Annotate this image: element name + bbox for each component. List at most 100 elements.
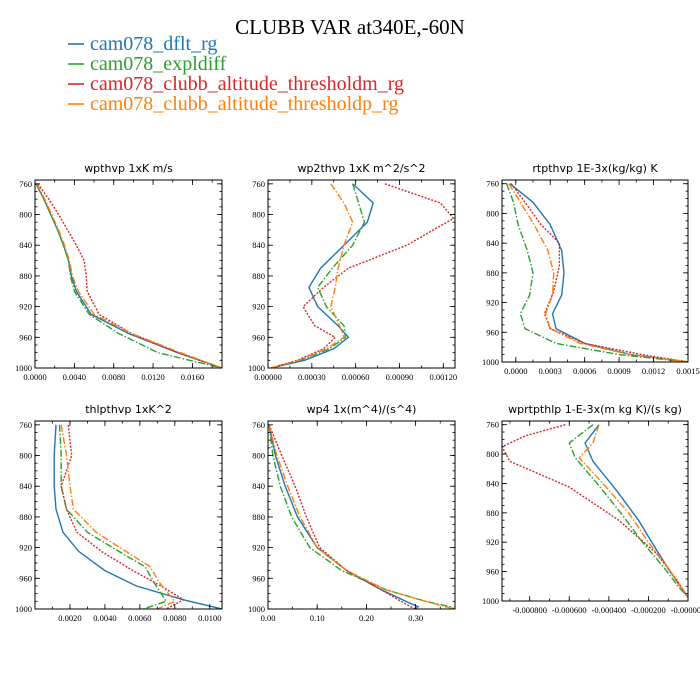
y-tick-label: 1000 xyxy=(15,363,32,373)
y-tick-label: 920 xyxy=(252,543,265,553)
series-line xyxy=(508,183,688,362)
series-line xyxy=(268,424,416,609)
panel-title: wp4 1x(m^4)/(s^4) xyxy=(307,403,417,416)
x-tick-label: 0.00 xyxy=(261,613,276,623)
series-line xyxy=(58,424,168,609)
panel-title: wprtpthlp 1-E-3x(m kg K)/(s kg) xyxy=(508,403,682,416)
x-tick-label: 0.00030 xyxy=(298,372,326,382)
y-tick-label: 1000 xyxy=(248,604,265,614)
series-line xyxy=(502,424,688,598)
panel: thlpthvp 1xK^2 760 800 840 880 920 960 1000 0.00… xyxy=(15,403,223,623)
series-line xyxy=(578,424,688,598)
panel-title: wp2thvp 1xK m^2/s^2 xyxy=(297,162,425,175)
legend-entry: cam078_clubb_altitude_thresholdm_rg xyxy=(68,73,404,95)
x-tick-label: 0.0060 xyxy=(128,613,151,623)
y-tick-label: 800 xyxy=(486,449,499,459)
series-line xyxy=(37,183,222,368)
x-tick-label: 0.30 xyxy=(408,613,423,623)
series-line xyxy=(268,424,420,609)
y-tick-label: 760 xyxy=(486,179,499,189)
y-tick-label: 880 xyxy=(252,512,265,522)
series-group xyxy=(35,183,222,368)
y-tick-label: 920 xyxy=(19,302,32,312)
series-line xyxy=(60,424,186,609)
y-tick-label: 920 xyxy=(19,543,32,553)
x-tick-label: 0.0000 xyxy=(504,366,527,376)
series-line xyxy=(270,183,354,368)
plot-frame xyxy=(34,420,223,610)
figure-title: CLUBB VAR at340E,-60N xyxy=(235,15,465,39)
y-tick-label: 760 xyxy=(19,179,32,189)
legend: cam078_dflt_rgcam078_expldiffcam078_club… xyxy=(68,33,404,115)
legend-entry: cam078_dflt_rg xyxy=(68,33,217,55)
y-tick-label: 960 xyxy=(486,567,499,577)
x-tick-label: 0.20 xyxy=(359,613,374,623)
y-tick-label: 960 xyxy=(252,332,265,342)
y-tick-label: 760 xyxy=(252,179,265,189)
x-tick-label: 0.00060 xyxy=(342,372,370,382)
y-tick-label: 800 xyxy=(19,451,32,461)
legend-label: cam078_expldiff xyxy=(90,53,227,75)
x-tick-label: -0.000800 xyxy=(512,605,547,615)
y-tick-label: 1000 xyxy=(482,596,499,606)
legend-entry: cam078_expldiff xyxy=(68,53,227,75)
y-tick-label: 1000 xyxy=(248,363,265,373)
y-tick-label: 840 xyxy=(252,481,265,491)
y-tick-label: 840 xyxy=(19,481,32,491)
x-tick-label: 0.0040 xyxy=(63,372,86,382)
series-line xyxy=(60,424,176,609)
x-tick-label: -0.000400 xyxy=(591,605,626,615)
x-tick-label: 0.0100 xyxy=(198,613,221,623)
panel-title: wpthvp 1xK m/s xyxy=(84,162,173,175)
y-tick-label: 760 xyxy=(252,420,265,430)
y-tick-label: 880 xyxy=(19,271,32,281)
y-tick-label: 1000 xyxy=(15,604,32,614)
series-line xyxy=(35,183,222,368)
y-tick-label: 960 xyxy=(19,332,32,342)
plot-frame xyxy=(267,179,456,369)
x-tick-label: -0.000200 xyxy=(631,605,666,615)
series-group xyxy=(53,424,222,609)
panel-title: rtpthvp 1E-3x(kg/kg) K xyxy=(532,162,658,175)
y-tick-label: 800 xyxy=(252,210,265,220)
y-tick-label: 840 xyxy=(19,240,32,250)
x-tick-label: 0.0160 xyxy=(181,372,204,382)
plot-frame xyxy=(501,420,689,602)
panel-title: thlpthvp 1xK^2 xyxy=(85,403,172,416)
series-line xyxy=(270,183,455,368)
y-tick-label: 760 xyxy=(486,420,499,430)
x-tick-label: -0.000600 xyxy=(552,605,587,615)
legend-label: cam078_dflt_rg xyxy=(90,33,217,55)
series-line xyxy=(35,183,222,368)
x-tick-label: 0.0012 xyxy=(642,366,665,376)
series-line xyxy=(268,424,455,609)
y-tick-label: 840 xyxy=(486,238,499,248)
x-tick-label: 0.0015 xyxy=(676,366,699,376)
y-tick-label: 960 xyxy=(252,573,265,583)
y-tick-label: 840 xyxy=(486,478,499,488)
panel: wprtpthlp 1-E-3x(m kg K)/(s kg) 760 800 840… xyxy=(482,403,700,615)
y-tick-label: 800 xyxy=(486,208,499,218)
x-tick-label: 0.0006 xyxy=(573,366,596,376)
x-tick-label: 0.0040 xyxy=(93,613,116,623)
y-tick-label: 880 xyxy=(19,512,32,522)
panel: wp2thvp 1xK m^2/s^2 760 800 840 880 920 960 100… xyxy=(248,162,457,382)
series-group xyxy=(502,424,688,598)
legend-label: cam078_clubb_altitude_thresholdp_rg xyxy=(90,93,398,115)
y-tick-label: 920 xyxy=(486,298,499,308)
series-line xyxy=(584,424,688,598)
panel: rtpthvp 1E-3x(kg/kg) K 760 800 840 880 920 960… xyxy=(482,162,700,376)
x-tick-label: 0.00120 xyxy=(430,372,458,382)
x-tick-label: 0.0080 xyxy=(102,372,125,382)
y-tick-label: 800 xyxy=(252,451,265,461)
plot-frame xyxy=(34,179,223,369)
series-line xyxy=(505,183,688,362)
x-tick-label: 0.10 xyxy=(310,613,325,623)
plot-frame xyxy=(501,179,689,363)
series-line xyxy=(53,424,222,609)
series-line xyxy=(270,183,366,368)
plot-frame xyxy=(267,420,456,610)
y-tick-label: 880 xyxy=(252,271,265,281)
series-group xyxy=(270,183,455,368)
y-tick-label: 960 xyxy=(486,327,499,337)
